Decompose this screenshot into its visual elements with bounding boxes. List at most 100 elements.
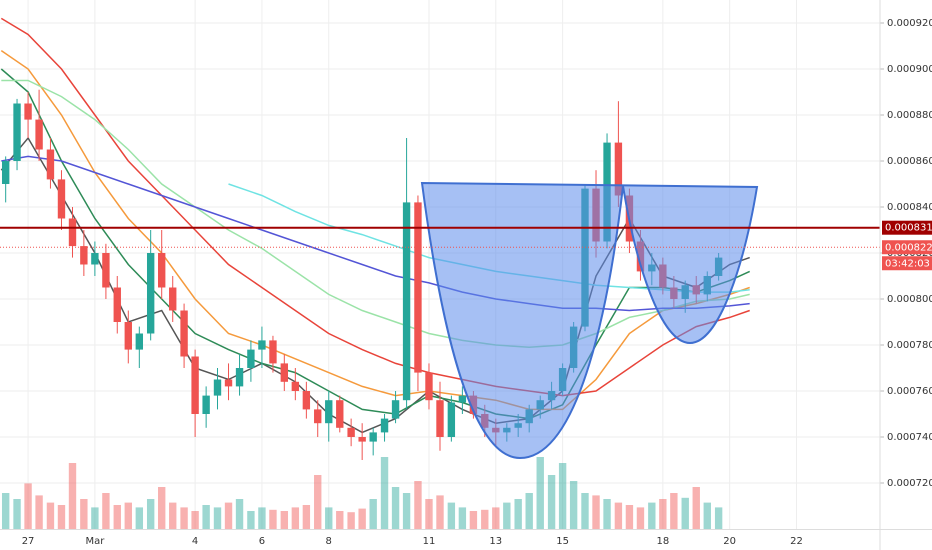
volume-bar [681, 497, 689, 529]
x-tick-label: 15 [556, 536, 569, 547]
volume-bar [592, 495, 600, 529]
candle-body [280, 363, 289, 382]
candle-body [235, 368, 244, 387]
volume-bar [414, 481, 422, 529]
volume-bar [146, 499, 155, 529]
volume-bar [380, 457, 389, 529]
candle-body [213, 379, 222, 396]
countdown-box [882, 256, 932, 271]
volume-bar [235, 499, 244, 529]
x-tick-label: Mar [85, 536, 105, 547]
candle-body [135, 333, 144, 350]
volume-bar [536, 457, 544, 529]
x-tick-label: 27 [22, 536, 35, 547]
moving-average [1, 79, 750, 349]
x-tick-label: 4 [192, 536, 198, 547]
candle-body [302, 391, 311, 410]
candle-body [13, 103, 21, 161]
candle-body [180, 310, 188, 357]
volume-bar [102, 493, 110, 529]
volume-bar [314, 475, 322, 529]
volume-bar [670, 493, 678, 529]
volume-bar [46, 502, 55, 529]
x-tick-label: 13 [489, 536, 502, 547]
volume-bar [625, 505, 634, 529]
volume-bar [325, 507, 333, 529]
volume-bar [158, 487, 166, 529]
volume-bar [291, 507, 300, 529]
volume-bar [469, 511, 478, 529]
candle-body [1, 161, 10, 184]
candle-body [291, 381, 300, 391]
x-tick-label: 22 [790, 536, 803, 547]
volume-bar [503, 502, 511, 529]
volume-bar [558, 463, 567, 529]
x-tick-label: 8 [326, 536, 332, 547]
volume-bar [391, 487, 400, 529]
volume-bar [603, 499, 611, 529]
candle-body [414, 202, 422, 373]
volume-bar [569, 481, 578, 529]
candle-body [447, 402, 456, 437]
volume-bar [347, 512, 355, 529]
candle-body [614, 142, 623, 196]
price-label-box [882, 240, 932, 255]
x-tick-label: 20 [723, 536, 736, 547]
volume-bar [648, 502, 656, 529]
volume-bar [1, 493, 10, 529]
candle-body [35, 119, 43, 150]
volume-bar [80, 499, 88, 529]
candle-body [436, 400, 444, 437]
moving-average [0, 136, 750, 434]
candle-body [113, 287, 121, 322]
price-label-box [882, 220, 932, 235]
candle-body [336, 400, 344, 428]
volume-bar [447, 502, 456, 529]
moving-average [0, 17, 750, 397]
candle-body [391, 400, 400, 419]
candle-body [314, 409, 322, 424]
candle-body [224, 379, 233, 387]
volume-bar [191, 511, 199, 529]
volume-bar [703, 502, 711, 529]
candle-body [46, 149, 55, 180]
volume-bar [458, 507, 467, 529]
volume-bar [547, 475, 556, 529]
volume-bar [369, 499, 377, 529]
candle-body [191, 356, 199, 414]
volume-bar [492, 507, 500, 529]
volume-bar [135, 507, 144, 529]
volume-bar [659, 499, 667, 529]
volume-bar [35, 495, 43, 529]
candle-body [102, 253, 110, 288]
moving-average [0, 49, 750, 411]
volume-bar [213, 507, 222, 529]
volume-bar [202, 505, 210, 529]
candle-body [202, 395, 210, 414]
candle-body [158, 253, 166, 288]
candle-body [347, 427, 355, 437]
candle-body [124, 322, 132, 350]
candle-body [458, 395, 467, 403]
x-tick-label: 18 [656, 536, 669, 547]
candle-body [358, 437, 366, 442]
x-tick-label: 6 [259, 536, 265, 547]
candle-body [325, 400, 333, 424]
candle-body [91, 253, 99, 265]
volume-bar [180, 507, 188, 529]
candle-body [24, 103, 32, 120]
volume-bar [525, 493, 533, 529]
volume-bar [402, 493, 411, 529]
candle-body [402, 202, 411, 401]
countdown: 03:42:03 [885, 258, 930, 269]
volume-bar [481, 509, 489, 529]
cup-and-handle-pattern [420, 181, 759, 460]
